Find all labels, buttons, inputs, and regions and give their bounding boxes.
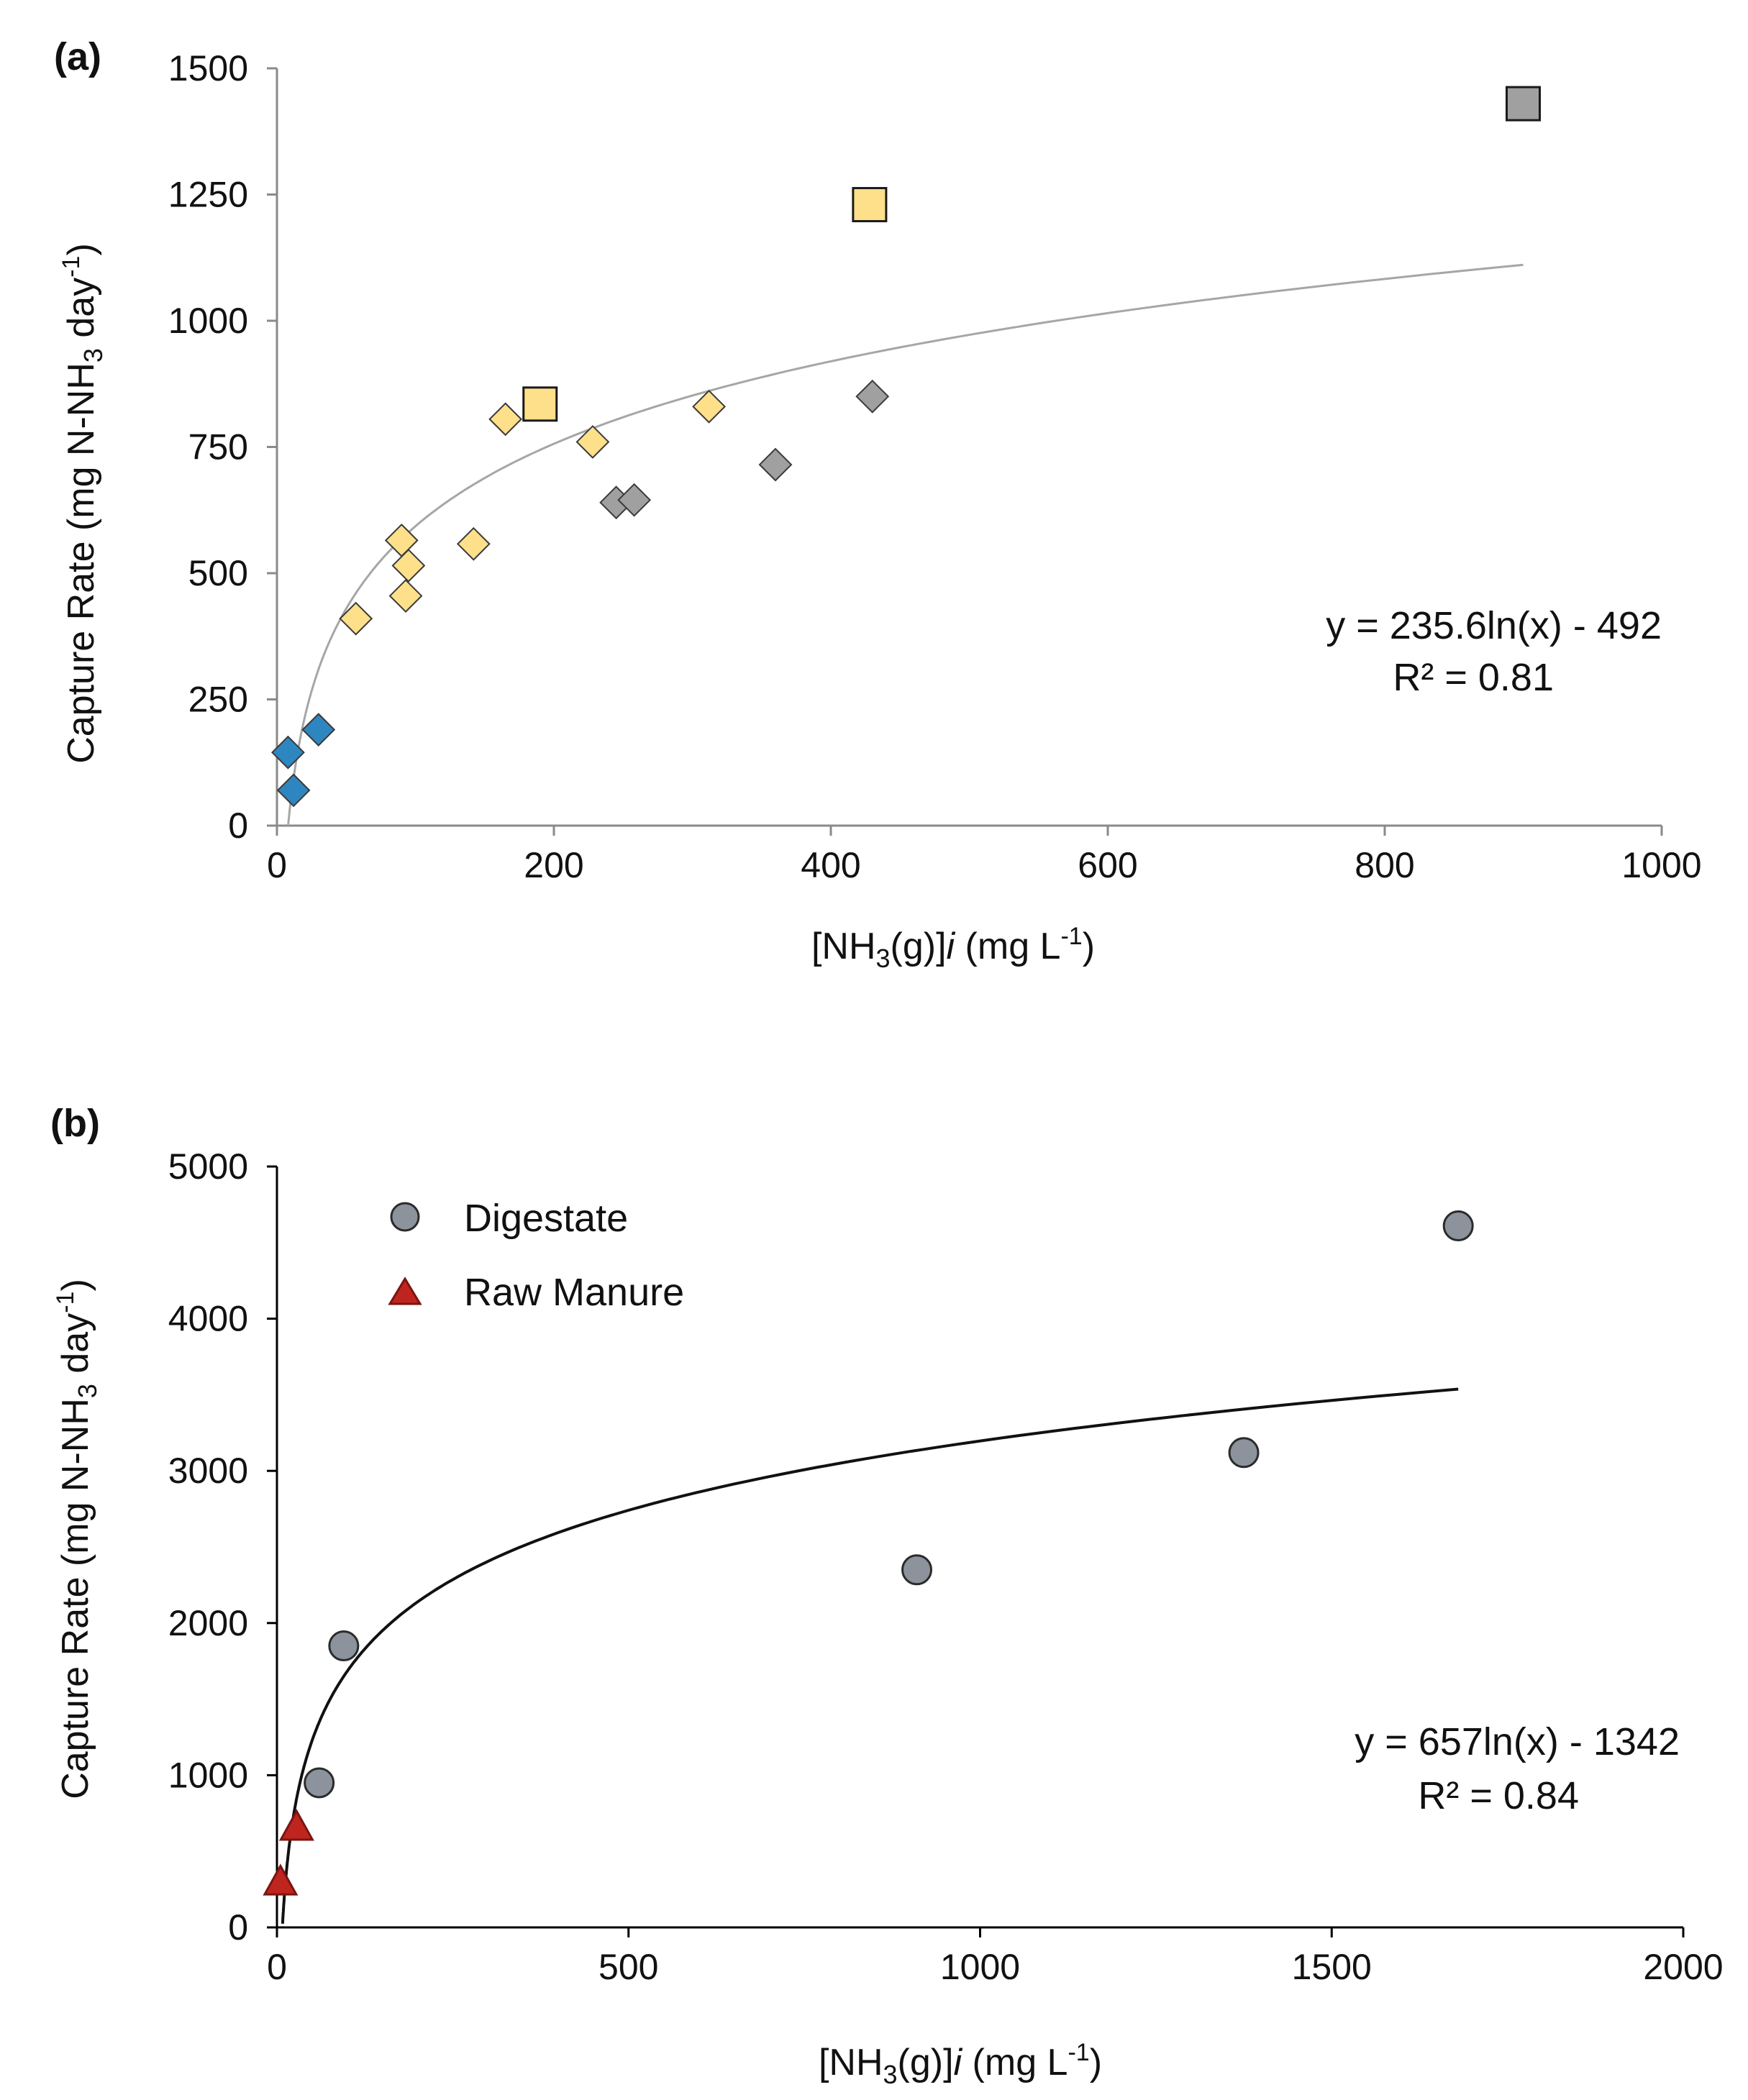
data-point-digestate bbox=[328, 1630, 360, 1662]
x-tick-label: 600 bbox=[1078, 845, 1137, 885]
panel-b-r-squared: R² = 0.84 bbox=[1418, 1774, 1579, 1817]
data-point-diamond bbox=[692, 389, 727, 424]
y-tick-label: 500 bbox=[188, 553, 248, 593]
panel-a-r-squared: R² = 0.81 bbox=[1393, 656, 1554, 699]
legend-label-digestate: Digestate bbox=[464, 1197, 628, 1240]
x-tick-label: 1500 bbox=[1292, 1947, 1372, 1987]
data-point-diamond bbox=[855, 379, 890, 414]
legend-label-raw-manure: Raw Manure bbox=[464, 1271, 684, 1314]
y-tick-label: 0 bbox=[228, 805, 248, 846]
panel-b-data-points bbox=[263, 1210, 1474, 1896]
y-tick-label: 2000 bbox=[168, 1603, 248, 1643]
data-point-square bbox=[522, 386, 558, 422]
data-point-raw-manure bbox=[278, 1809, 314, 1841]
data-point-digestate bbox=[901, 1554, 933, 1586]
panel-b-tick-labels: 0 1000 2000 3000 4000 5000 0 500 1000 1500 2000 bbox=[168, 1146, 1724, 1987]
y-tick-label: 1500 bbox=[168, 48, 248, 88]
x-tick-label: 2000 bbox=[1643, 1947, 1723, 1987]
data-point-diamond bbox=[276, 773, 311, 808]
y-tick-label: 250 bbox=[188, 680, 248, 720]
panel-a-y-axis-title: Capture Rate (mg N-NH3 day-1) bbox=[58, 243, 108, 764]
panel-a-axes bbox=[267, 67, 1663, 836]
y-tick-label: 1250 bbox=[168, 175, 248, 215]
data-point-diamond bbox=[301, 713, 336, 747]
data-point-diamond bbox=[456, 526, 491, 561]
chart-panel-a: (a) 0 250 500 750 1000 1250 1500 0 200 400 600 800 1… bbox=[54, 35, 1702, 973]
data-point-digestate bbox=[1442, 1210, 1474, 1242]
legend-marker-raw-manure bbox=[388, 1277, 422, 1305]
data-point-diamond bbox=[339, 601, 373, 636]
panel-b-fit-equation: y = 657ln(x) - 1342 bbox=[1355, 1720, 1680, 1763]
chart-panel-b: (b) 0 1000 2000 3000 4000 5000 0 500 1000 1500 200… bbox=[50, 1102, 1724, 2089]
panel-a-fit-equation: y = 235.6ln(x) - 492 bbox=[1326, 604, 1662, 647]
data-point-diamond bbox=[758, 447, 793, 482]
panel-b-y-axis-title: Capture Rate (mg N-NH3 day-1) bbox=[52, 1279, 102, 1799]
panel-b-x-axis-title: [NH3(g)]i (mg L-1) bbox=[819, 2039, 1102, 2089]
x-tick-label: 500 bbox=[598, 1947, 658, 1987]
x-tick-label: 800 bbox=[1355, 845, 1414, 885]
y-tick-label: 3000 bbox=[168, 1451, 248, 1491]
fit-curve-line bbox=[281, 1387, 1459, 1925]
panel-a-x-axis-title: [NH3(g)]i (mg L-1) bbox=[811, 923, 1095, 973]
data-point-square bbox=[1506, 86, 1541, 122]
x-tick-label: 0 bbox=[267, 845, 287, 885]
panel-b-axes bbox=[267, 1165, 1685, 1937]
panel-b-label: (b) bbox=[50, 1102, 100, 1145]
data-point-digestate bbox=[1228, 1437, 1260, 1469]
legend-marker-digestate bbox=[390, 1202, 420, 1232]
panel-b-legend: Digestate Raw Manure bbox=[388, 1197, 684, 1314]
panel-b-fit-curve bbox=[281, 1387, 1459, 1925]
data-point-diamond bbox=[617, 483, 652, 517]
y-tick-label: 5000 bbox=[168, 1146, 248, 1187]
y-tick-label: 0 bbox=[228, 1907, 248, 1948]
panel-a-data-points bbox=[270, 86, 1541, 808]
data-point-diamond bbox=[391, 549, 426, 583]
data-point-digestate bbox=[304, 1767, 335, 1799]
y-tick-label: 4000 bbox=[168, 1299, 248, 1339]
y-tick-label: 1000 bbox=[168, 1755, 248, 1795]
y-tick-label: 750 bbox=[188, 427, 248, 467]
x-tick-label: 200 bbox=[524, 845, 583, 885]
data-point-diamond bbox=[575, 425, 610, 459]
panel-a-label: (a) bbox=[54, 35, 101, 78]
data-point-raw-manure bbox=[263, 1863, 299, 1896]
data-point-diamond bbox=[488, 402, 523, 437]
data-point-diamond bbox=[388, 579, 423, 613]
x-tick-label: 0 bbox=[267, 1947, 287, 1987]
x-tick-label: 400 bbox=[801, 845, 860, 885]
panel-a-tick-labels: 0 250 500 750 1000 1250 1500 0 200 400 600 800 1000 bbox=[168, 48, 1702, 885]
x-tick-label: 1000 bbox=[940, 1947, 1020, 1987]
y-tick-label: 1000 bbox=[168, 301, 248, 341]
data-point-square bbox=[852, 187, 888, 223]
data-point-diamond bbox=[270, 735, 305, 770]
x-tick-label: 1000 bbox=[1621, 845, 1701, 885]
